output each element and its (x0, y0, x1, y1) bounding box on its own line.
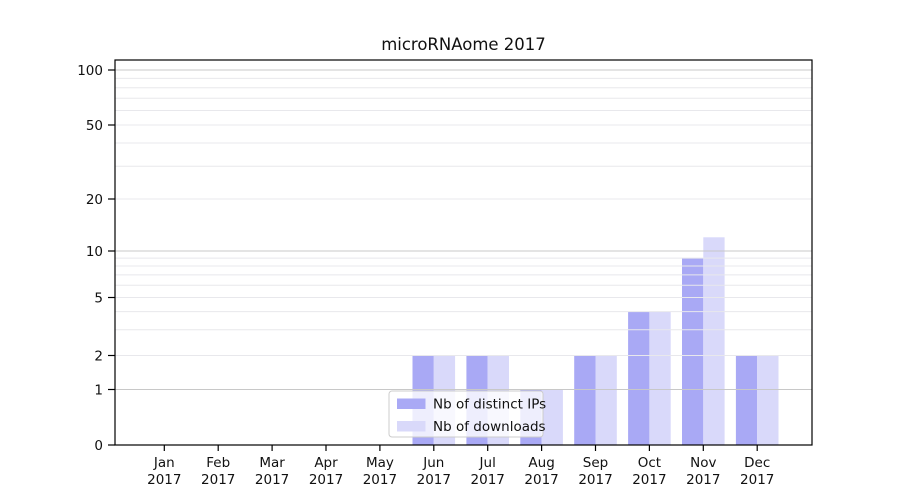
bar-nb-of-distinct-ips-sep (574, 355, 596, 445)
x-tick-label-month: Apr (314, 455, 338, 471)
y-tick-label: 2 (94, 348, 103, 364)
x-tick-label-month: Feb (206, 455, 230, 471)
x-tick-label-month: Jan (153, 455, 175, 471)
x-tick-label-month: Nov (690, 455, 716, 471)
x-tick-label-year: 2017 (471, 472, 505, 488)
x-tick-label-month: Jun (422, 455, 444, 471)
x-tick-label-year: 2017 (309, 472, 343, 488)
x-tick-label-year: 2017 (578, 472, 612, 488)
chart-title: microRNAome 2017 (381, 35, 546, 54)
x-tick-label-year: 2017 (147, 472, 181, 488)
x-tick-label-month: Mar (259, 455, 285, 471)
y-tick-label: 50 (86, 118, 103, 134)
legend-box (388, 390, 544, 438)
x-tick-label-year: 2017 (632, 472, 666, 488)
y-tick-label: 20 (86, 192, 103, 208)
plot-border (114, 59, 813, 446)
y-tick-label: 100 (77, 63, 103, 79)
legend-swatch-nb-of-downloads (397, 421, 426, 432)
bar-nb-of-downloads-sep (595, 355, 617, 445)
bar-nb-of-distinct-ips-nov (682, 258, 704, 445)
x-tick-label-year: 2017 (524, 472, 558, 488)
x-tick-label-month: Oct (638, 455, 661, 471)
x-tick-label-month: Dec (744, 455, 770, 471)
x-tick-label-month: May (366, 455, 394, 471)
bar-nb-of-distinct-ips-oct (628, 311, 650, 445)
y-tick-label: 5 (94, 290, 103, 306)
bar-nb-of-downloads-nov (703, 237, 725, 445)
legend-swatch-nb-of-distinct-ips (397, 398, 426, 409)
x-tick-label-year: 2017 (686, 472, 720, 488)
x-tick-label-year: 2017 (201, 472, 235, 488)
x-tick-label-year: 2017 (740, 472, 774, 488)
y-tick-label: 0 (94, 438, 103, 454)
legend: Nb of distinct IPs Nb of downloads (388, 390, 546, 438)
x-tick-label-month: Jul (479, 455, 496, 471)
x-tick-label-year: 2017 (255, 472, 289, 488)
x-tick-label-year: 2017 (363, 472, 397, 488)
legend-label-nb-of-downloads: Nb of downloads (433, 419, 546, 435)
x-tick-label-month: Aug (528, 455, 554, 471)
bar-nb-of-downloads-dec (757, 355, 779, 445)
bar-nb-of-downloads-oct (649, 311, 671, 445)
y-tick-label: 1 (94, 382, 103, 398)
x-tick-label-year: 2017 (417, 472, 451, 488)
y-tick-label: 10 (86, 244, 103, 260)
bar-nb-of-distinct-ips-dec (735, 355, 758, 445)
legend-label-nb-of-distinct-ips: Nb of distinct IPs (433, 397, 546, 413)
x-tick-label-month: Sep (583, 455, 608, 471)
bar-nb-of-downloads-aug (541, 389, 563, 445)
